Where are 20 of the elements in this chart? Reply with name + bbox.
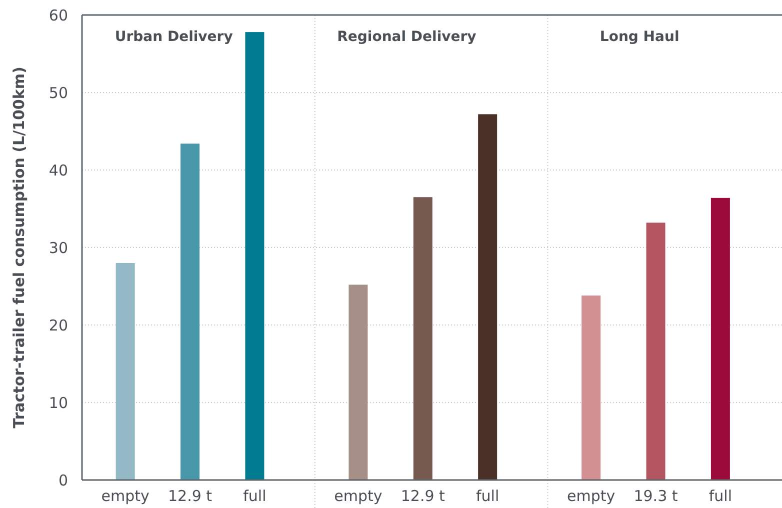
y-tick-label: 0 xyxy=(58,471,68,490)
y-axis-title: Tractor-trailer fuel consumption (L/100km) xyxy=(10,66,28,428)
y-tick-label: 50 xyxy=(48,84,68,102)
y-tick-label: 10 xyxy=(48,394,68,412)
x-tick-label: 12.9 t xyxy=(168,487,212,505)
y-tick-label: 60 xyxy=(48,6,68,24)
x-tick-label: 19.3 t xyxy=(634,487,678,505)
x-tick-label: 12.9 t xyxy=(400,487,446,505)
x-tick-label: empty xyxy=(334,487,382,505)
y-tick-label: 20 xyxy=(48,316,68,334)
y-tick-label: 30 xyxy=(48,238,68,257)
annotation: Urban Delivery xyxy=(114,29,233,45)
annotation: Regional Delivery xyxy=(337,29,476,45)
annotation: Long Haul xyxy=(600,29,680,45)
x-tick-label: full xyxy=(708,487,732,505)
x-tick-label: empty xyxy=(567,487,616,505)
x-tick-label: full xyxy=(476,487,500,505)
x-tick-label: empty xyxy=(101,487,150,505)
x-tick-label: full xyxy=(243,487,266,505)
y-tick-label: 40 xyxy=(48,161,68,180)
